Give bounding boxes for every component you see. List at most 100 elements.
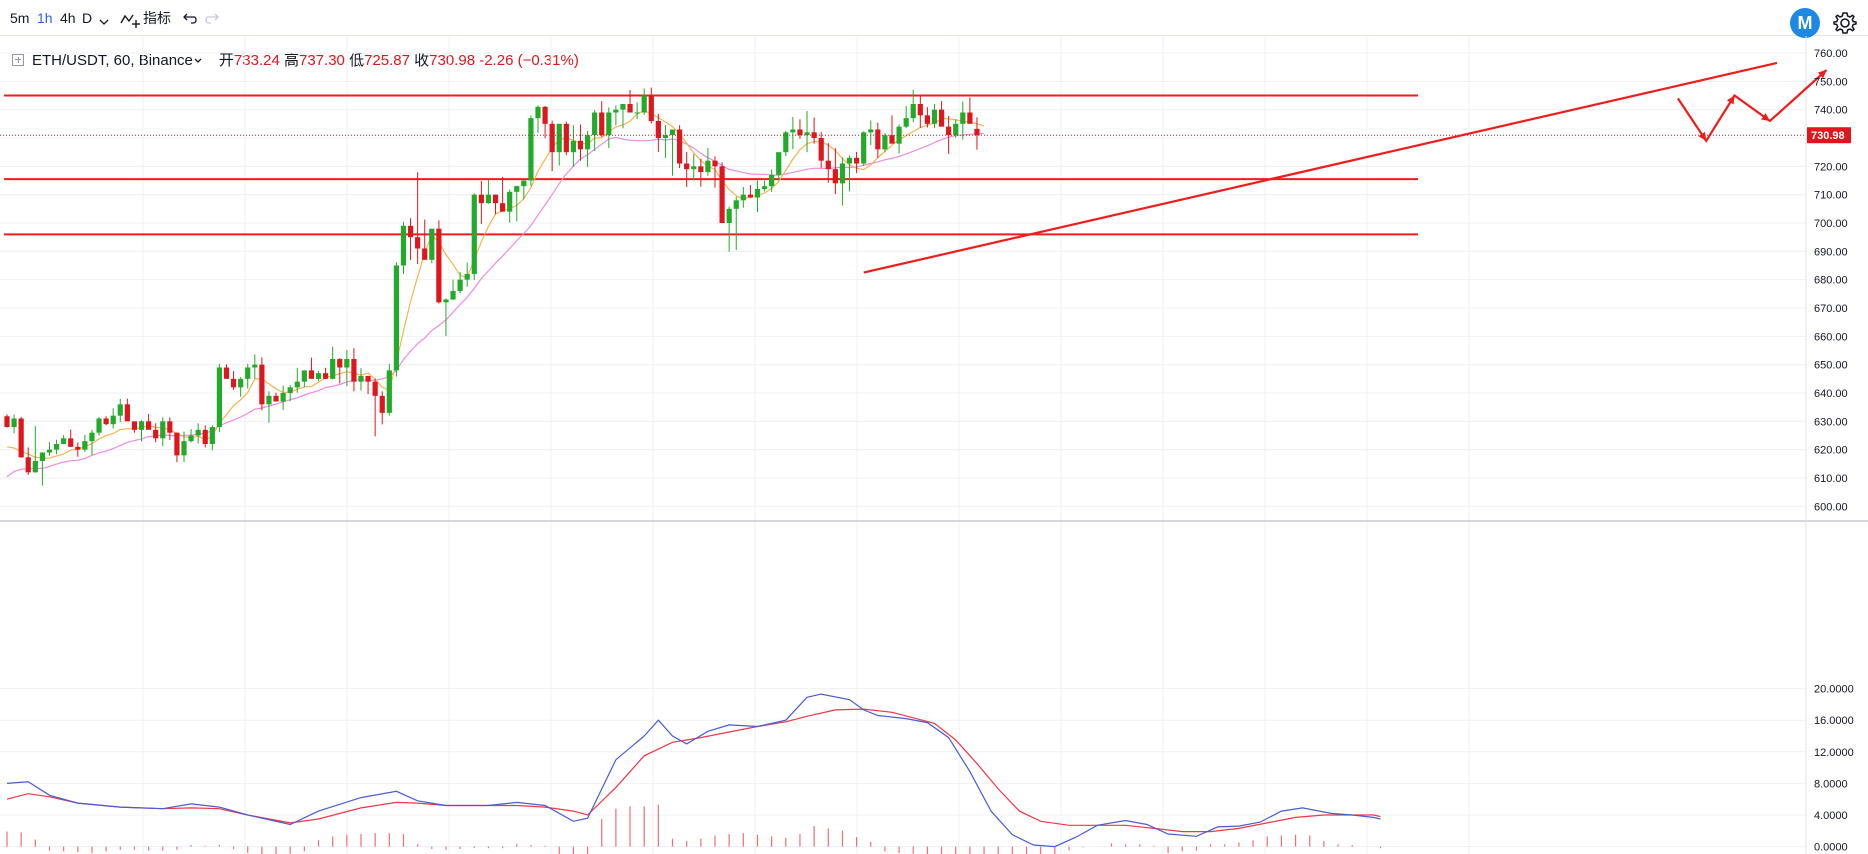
candle-body xyxy=(464,274,470,280)
chart-legend: ETH/USDT, 60, Binance 开733.24 高737.30 低72… xyxy=(12,52,579,70)
candle-body xyxy=(337,359,343,368)
macd-tick-label: 16.0000 xyxy=(1814,715,1854,727)
candle-body xyxy=(783,132,789,153)
candle-body xyxy=(535,106,541,119)
candle-body xyxy=(846,157,853,164)
symbol-chevron-icon[interactable] xyxy=(193,52,203,70)
redo-icon[interactable] xyxy=(205,11,221,27)
candle-body xyxy=(478,194,484,204)
interval-1h[interactable]: 1h xyxy=(37,10,53,26)
candle-body xyxy=(733,200,739,209)
last-price-tag xyxy=(1807,127,1851,144)
candle-body xyxy=(266,395,272,405)
candle-body xyxy=(273,395,279,402)
undo-icon[interactable] xyxy=(181,11,197,27)
candle-body xyxy=(740,194,746,201)
candle-body xyxy=(804,132,810,136)
candle-body xyxy=(400,225,407,266)
price-tick-label: 600.00 xyxy=(1814,501,1848,513)
indicators-icon[interactable] xyxy=(119,11,141,29)
candle-body xyxy=(507,191,513,212)
price-tick-label: 630.00 xyxy=(1814,416,1848,428)
macd-tick-label: 8.0000 xyxy=(1814,778,1848,790)
price-tick-label: 610.00 xyxy=(1814,473,1848,485)
candle-body xyxy=(386,370,392,413)
logo-letter: M xyxy=(1797,13,1813,33)
candle-body xyxy=(294,381,300,388)
candle-body xyxy=(68,438,74,447)
candle-body xyxy=(209,427,215,445)
candles xyxy=(4,87,980,486)
candle-body xyxy=(967,112,973,124)
candle-body xyxy=(75,446,81,450)
candle-body xyxy=(648,95,654,122)
price-tick-label: 750.00 xyxy=(1814,76,1848,88)
candle-body xyxy=(252,364,258,368)
candle-body xyxy=(761,186,768,190)
collapse-icon[interactable] xyxy=(12,54,24,66)
trend-line xyxy=(863,61,1778,274)
candle-body xyxy=(592,112,598,136)
horizontal-lines xyxy=(4,94,1418,236)
candle-body xyxy=(422,248,428,260)
candle-body xyxy=(818,138,824,161)
candle-body xyxy=(868,129,874,133)
candle-body xyxy=(528,118,534,181)
candle-body xyxy=(960,112,966,124)
candle-body xyxy=(174,432,180,456)
interval-5m[interactable]: 5m xyxy=(10,10,30,26)
candle-body xyxy=(974,128,980,136)
candle-body xyxy=(599,112,605,136)
price-tick-label: 660.00 xyxy=(1814,331,1848,343)
interval-d[interactable]: D xyxy=(82,10,93,26)
candle-body xyxy=(308,370,315,379)
low-label: 低 xyxy=(349,52,365,69)
candle-body xyxy=(832,169,838,184)
candle-body xyxy=(839,163,846,184)
candle-body xyxy=(315,373,322,379)
candle-body xyxy=(146,421,152,430)
gear-icon[interactable] xyxy=(1832,10,1858,36)
candle-body xyxy=(549,123,555,153)
candle-body xyxy=(712,160,718,167)
candle-body xyxy=(415,237,421,249)
candle-body xyxy=(124,404,130,422)
candle-body xyxy=(117,404,123,416)
candle-body xyxy=(620,104,626,110)
candle-body xyxy=(96,418,102,433)
candle-body xyxy=(379,395,385,413)
candle-body xyxy=(542,106,548,124)
interval-4h[interactable]: 4h xyxy=(60,10,76,26)
candle-body xyxy=(89,432,95,442)
candle-body xyxy=(153,429,159,439)
candle-body xyxy=(245,367,251,379)
candle-body xyxy=(953,123,959,136)
candle-body xyxy=(443,299,449,303)
indicators-button[interactable]: 指标 xyxy=(143,10,171,26)
candle-body xyxy=(301,370,307,382)
candle-body xyxy=(138,421,145,430)
candle-body xyxy=(627,104,633,113)
candle-body xyxy=(705,160,711,173)
candle-body xyxy=(797,129,803,136)
last-price-label: 730.98 xyxy=(1811,130,1845,142)
candle-body xyxy=(931,109,938,124)
candle-body xyxy=(910,104,916,119)
change-value: -2.26 (−0.31%) xyxy=(479,52,579,69)
price-tick-label: 760.00 xyxy=(1814,48,1848,60)
candle-body xyxy=(854,157,860,164)
candle-body xyxy=(563,123,569,153)
candle-body xyxy=(577,140,584,150)
symbol-title[interactable]: ETH/USDT, 60, Binance xyxy=(32,52,193,69)
candle-body xyxy=(287,387,293,394)
candle-body xyxy=(25,457,31,473)
candle-body xyxy=(641,95,647,113)
candle-body xyxy=(429,228,435,260)
price-tick-label: 720.00 xyxy=(1814,161,1848,173)
candle-body xyxy=(896,126,902,144)
projection-arrowhead xyxy=(1761,113,1770,122)
candle-body xyxy=(500,203,506,212)
chevron-down-icon[interactable] xyxy=(98,14,110,25)
candle-body xyxy=(344,359,350,368)
